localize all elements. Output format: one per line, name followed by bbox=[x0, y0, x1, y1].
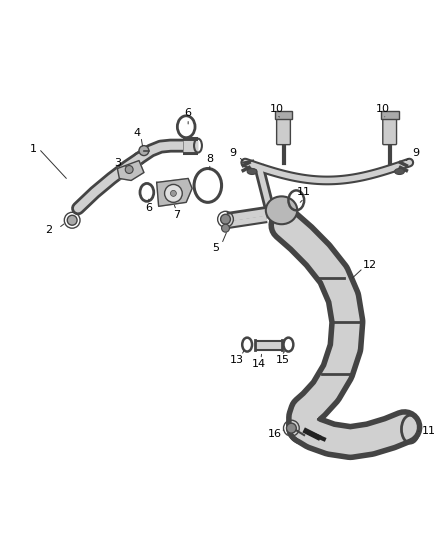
Text: 5: 5 bbox=[212, 243, 219, 253]
Text: 16: 16 bbox=[268, 429, 282, 439]
Circle shape bbox=[125, 166, 133, 173]
Text: 12: 12 bbox=[363, 260, 377, 270]
Text: 7: 7 bbox=[173, 210, 180, 220]
Polygon shape bbox=[117, 160, 144, 181]
Text: 11: 11 bbox=[297, 188, 311, 197]
Circle shape bbox=[222, 224, 230, 232]
Text: 15: 15 bbox=[276, 354, 290, 365]
Circle shape bbox=[286, 423, 296, 433]
Polygon shape bbox=[157, 179, 192, 206]
Text: 13: 13 bbox=[230, 354, 244, 365]
Text: 8: 8 bbox=[206, 154, 213, 164]
Circle shape bbox=[170, 190, 177, 196]
Text: 10: 10 bbox=[270, 104, 284, 114]
Text: 3: 3 bbox=[114, 158, 121, 167]
FancyBboxPatch shape bbox=[383, 115, 396, 144]
Circle shape bbox=[139, 146, 149, 156]
Circle shape bbox=[67, 215, 77, 225]
FancyBboxPatch shape bbox=[381, 111, 399, 119]
FancyBboxPatch shape bbox=[277, 115, 290, 144]
Ellipse shape bbox=[266, 196, 297, 224]
Ellipse shape bbox=[395, 168, 404, 174]
Text: 1: 1 bbox=[29, 143, 36, 154]
Text: 9: 9 bbox=[229, 148, 236, 158]
Text: 10: 10 bbox=[376, 104, 390, 114]
Text: 14: 14 bbox=[252, 359, 266, 369]
Circle shape bbox=[165, 184, 182, 203]
Text: 2: 2 bbox=[45, 225, 52, 235]
Text: 6: 6 bbox=[145, 203, 152, 213]
Text: 11: 11 bbox=[422, 426, 436, 436]
Text: 6: 6 bbox=[185, 108, 192, 118]
FancyBboxPatch shape bbox=[275, 111, 292, 119]
Circle shape bbox=[221, 214, 230, 224]
Text: 4: 4 bbox=[134, 128, 141, 138]
Text: 9: 9 bbox=[413, 148, 420, 158]
Ellipse shape bbox=[247, 168, 257, 174]
